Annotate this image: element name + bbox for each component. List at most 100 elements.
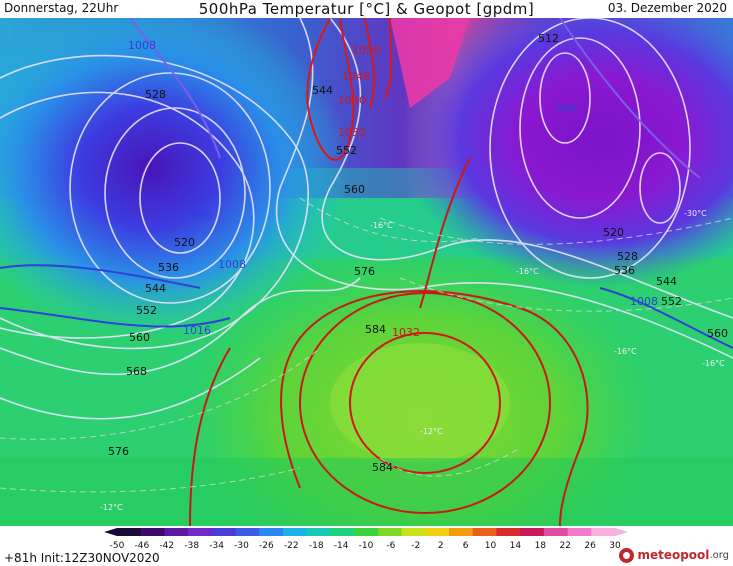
colorbar-cell <box>425 528 450 536</box>
gp-label: 568 <box>126 365 147 378</box>
colorbar-cells <box>117 528 616 536</box>
logo-mark-icon <box>619 547 635 563</box>
colorbar-tick: 22 <box>559 541 570 550</box>
logo-name: meteopool <box>637 548 710 562</box>
pressure-label: 1008 <box>218 258 246 271</box>
colorbar-cell <box>259 528 284 536</box>
colorbar-cell <box>306 528 331 536</box>
temp-label: -16°C <box>702 359 725 368</box>
colorbar-cell <box>520 528 545 536</box>
colorbar-cell <box>235 528 260 536</box>
colorbar-tick: 26 <box>584 541 596 550</box>
colorbar-cell <box>188 528 213 536</box>
colorbar-tick: -26 <box>259 541 274 550</box>
geopotential-labels: 512 528 544 552 560 520 536 544 552 560 … <box>108 32 728 474</box>
colorbar-cell <box>567 528 592 536</box>
geopotential-contours <box>0 18 733 420</box>
valid-day-label: Donnerstag, 22Uhr <box>4 1 119 15</box>
map-canvas: 512 528 544 552 560 520 536 544 552 560 … <box>0 18 733 526</box>
colorbar-tick: -34 <box>209 541 224 550</box>
colorbar-cell <box>283 528 308 536</box>
colorbar-tick: -14 <box>334 541 349 550</box>
temp-label: -12°C <box>100 503 123 512</box>
colorbar-tick: -2 <box>411 541 420 550</box>
western-low-field <box>0 18 350 338</box>
model-init-label: +81h Init:12Z30NOV2020 <box>4 551 160 565</box>
colorbar-cell <box>591 528 616 536</box>
colorbar-tick: 14 <box>510 541 522 550</box>
temp-label: -16°C <box>370 221 393 230</box>
colorbar-tick: -50 <box>110 541 125 550</box>
pressure-label: 1032 <box>338 126 366 139</box>
colorbar-tick: 6 <box>463 541 469 550</box>
gp-label: 544 <box>312 84 333 97</box>
colorbar-tick: -22 <box>284 541 299 550</box>
southern-field <box>0 458 733 526</box>
colorbar-cell <box>164 528 189 536</box>
valid-date-label: 03. Dezember 2020 <box>607 1 727 15</box>
gp-label: 576 <box>108 445 129 458</box>
pressure-label: 1000 <box>184 210 212 223</box>
warm-tongue-north <box>390 18 470 108</box>
map-header: Donnerstag, 22Uhr 500hPa Temperatur [°C]… <box>0 0 733 18</box>
pressure-label: 1008 <box>630 295 658 308</box>
gp-label: 544 <box>656 275 677 288</box>
temp-label: -12°C <box>420 427 443 436</box>
colorbar-min-arrow <box>104 528 117 536</box>
map-title: 500hPa Temperatur [°C] & Geopot [gpdm] <box>198 0 535 18</box>
colorbar-max-arrow <box>615 528 628 536</box>
pressure-label: 1048 <box>342 70 370 83</box>
warm-core <box>330 343 510 463</box>
gp-label: 520 <box>603 226 624 239</box>
colorbar-cell <box>117 528 142 536</box>
gp-label: 512 <box>538 32 559 45</box>
isobar-contours <box>0 18 733 526</box>
colorbar-tick: 30 <box>609 541 621 550</box>
pressure-label: 1040 <box>338 94 366 107</box>
colorbar-tick: 2 <box>438 541 444 550</box>
gp-label: 584 <box>372 461 393 474</box>
gp-label: 552 <box>336 144 357 157</box>
temp-label: -30°C <box>684 209 707 218</box>
colorbar-tick: -38 <box>184 541 199 550</box>
colorbar-cell <box>330 528 355 536</box>
colorbar-tick-labels: -50 -46 -42 -38 -34 -30 -26 -22 -18 -14 -10 -6 -2 2 6 1… <box>110 541 621 550</box>
colorbar-cell <box>496 528 521 536</box>
gp-label: 528 <box>145 88 166 101</box>
pressure-label: 1008 <box>128 39 156 52</box>
meteopool-logo[interactable]: meteopool .org <box>619 546 729 564</box>
colorbar-cell <box>377 528 403 536</box>
gp-label: 576 <box>354 265 375 278</box>
colorbar-cell <box>472 528 497 536</box>
colorbar: -50 -46 -42 -38 -34 -30 -26 -22 -18 -14 -10 -6 -2 2 6 1… <box>104 528 628 550</box>
temp-label: -16°C <box>516 267 539 276</box>
isotherms <box>0 197 733 493</box>
map-footer: -50 -46 -42 -38 -34 -30 -26 -22 -18 -14 -10 -6 -2 2 6 1… <box>0 526 733 566</box>
weather-map: 512 528 544 552 560 520 536 544 552 560 … <box>0 18 733 526</box>
colorbar-tick: 10 <box>485 541 497 550</box>
gp-label: 584 <box>365 323 386 336</box>
colorbar-tick: -42 <box>159 541 174 550</box>
gp-label: 552 <box>136 304 157 317</box>
colorbar-cell <box>449 528 474 536</box>
colorbar-tick: -30 <box>234 541 249 550</box>
colorbar-cell <box>401 528 426 536</box>
pressure-label: 984 <box>556 102 577 115</box>
pressure-labels: 1032 1032 1040 1048 1056 1008 1016 1008 … <box>128 39 658 339</box>
gp-label: 552 <box>661 295 682 308</box>
gp-label: 520 <box>174 236 195 249</box>
gp-label: 536 <box>614 264 635 277</box>
temperature-labels: -16°C -16°C -16°C -16°C -30°C -12°C -12°… <box>100 209 725 512</box>
colorbar-cell <box>211 528 237 536</box>
pressure-label: 1056 <box>352 44 380 57</box>
pressure-label: 1032 <box>392 326 420 339</box>
colorbar-tick: -10 <box>359 541 374 550</box>
gp-label: 560 <box>707 327 728 340</box>
gp-label: 528 <box>617 250 638 263</box>
pressure-label: 1016 <box>183 324 211 337</box>
temp-label: -16°C <box>614 347 637 356</box>
gp-label: 536 <box>158 261 179 274</box>
colorbar-cell <box>543 528 569 536</box>
gp-label: 560 <box>129 331 150 344</box>
colorbar-tick: -6 <box>386 541 395 550</box>
